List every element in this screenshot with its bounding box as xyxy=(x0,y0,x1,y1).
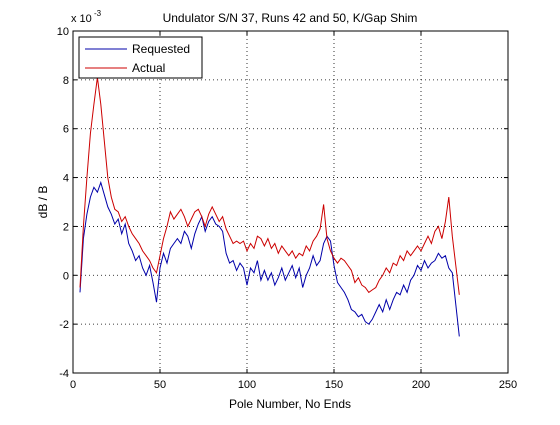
series-line-actual xyxy=(79,77,460,295)
x-tick-label: 50 xyxy=(154,379,166,391)
x-tick-label: 0 xyxy=(70,379,76,391)
chart-title: Undulator S/N 37, Runs 42 and 50, K/Gap … xyxy=(163,11,418,25)
exponent-power: -3 xyxy=(94,9,102,18)
y-tick-label: -4 xyxy=(59,368,69,380)
x-tick-label: 200 xyxy=(412,379,430,391)
y-tick-label: 8 xyxy=(63,75,69,87)
y-tick-label: -2 xyxy=(59,319,69,331)
legend-box xyxy=(78,36,203,79)
exponent-label: x 10 -3 xyxy=(71,9,102,25)
y-axis-label: dB / B xyxy=(36,186,50,219)
y-tick-label: 10 xyxy=(57,26,69,38)
grid xyxy=(73,31,508,373)
series-group xyxy=(79,77,460,337)
y-tick-label: 0 xyxy=(63,270,69,282)
x-tick-label: 100 xyxy=(238,379,256,391)
x-tick-label: 150 xyxy=(325,379,343,391)
x-tick-label: 250 xyxy=(499,379,517,391)
plot-background xyxy=(73,31,508,373)
y-tick-label: 6 xyxy=(63,124,69,136)
series-line-requested xyxy=(79,180,460,337)
x-axis-label: Pole Number, No Ends xyxy=(229,397,351,411)
exponent-base: x 10 xyxy=(71,13,92,25)
legend: Requested Actual xyxy=(78,36,203,79)
plot-frame xyxy=(72,30,509,374)
tick-labels: 0 50 100 150 200 250 -4 -2 0 2 4 6 8 10 xyxy=(57,26,517,391)
y-tick-label: 2 xyxy=(63,221,69,233)
y-tick-label: 4 xyxy=(63,173,69,185)
ticks xyxy=(72,30,509,374)
legend-label-requested: Requested xyxy=(132,42,190,56)
legend-label-actual: Actual xyxy=(132,61,165,75)
